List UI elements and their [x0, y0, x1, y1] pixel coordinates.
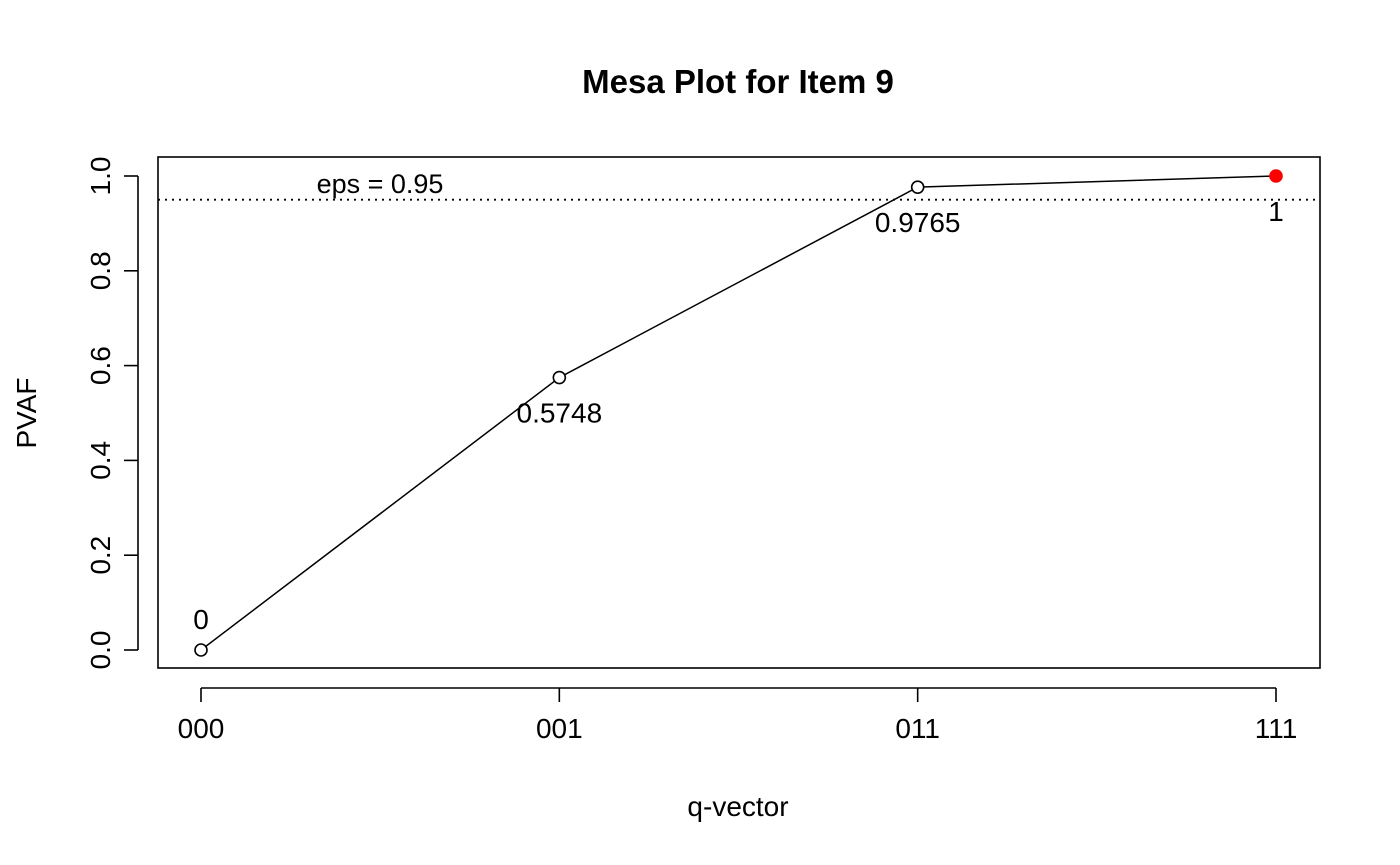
selected-data-point: [1269, 169, 1283, 183]
y-tick-label: 0.0: [85, 631, 116, 670]
y-tick-label: 1.0: [85, 157, 116, 196]
plot-layer: 000 001 011 111 0.0 0.2 0.4 0.6 0.8 1.0 eps = 0.95…: [85, 156, 1321, 744]
x-tick-label: 111: [1255, 713, 1298, 744]
data-label: 0.9765: [875, 207, 961, 238]
y-tick-label: 0.2: [85, 536, 116, 575]
x-tick-label: 011: [895, 713, 940, 744]
chart-title: Mesa Plot for Item 9: [582, 63, 894, 100]
plot-frame: [157, 156, 1321, 669]
x-tick-label: 000: [178, 713, 225, 744]
y-tick-label: 0.8: [85, 251, 116, 290]
y-axis-label: PVAF: [11, 377, 42, 448]
series-line: [200, 175, 1277, 651]
data-point: [194, 643, 208, 657]
y-tick-label: 0.6: [85, 346, 116, 385]
y-tick-label: 0.4: [85, 441, 116, 480]
data-label: 0: [193, 604, 209, 635]
x-axis-label: q-vector: [687, 791, 788, 822]
eps-label: eps = 0.95: [317, 169, 444, 199]
data-label: 1: [1268, 196, 1284, 227]
data-label: 0.5748: [517, 398, 603, 429]
data-point: [552, 370, 567, 385]
data-point: [910, 180, 925, 194]
x-tick-label: 001: [536, 713, 583, 744]
